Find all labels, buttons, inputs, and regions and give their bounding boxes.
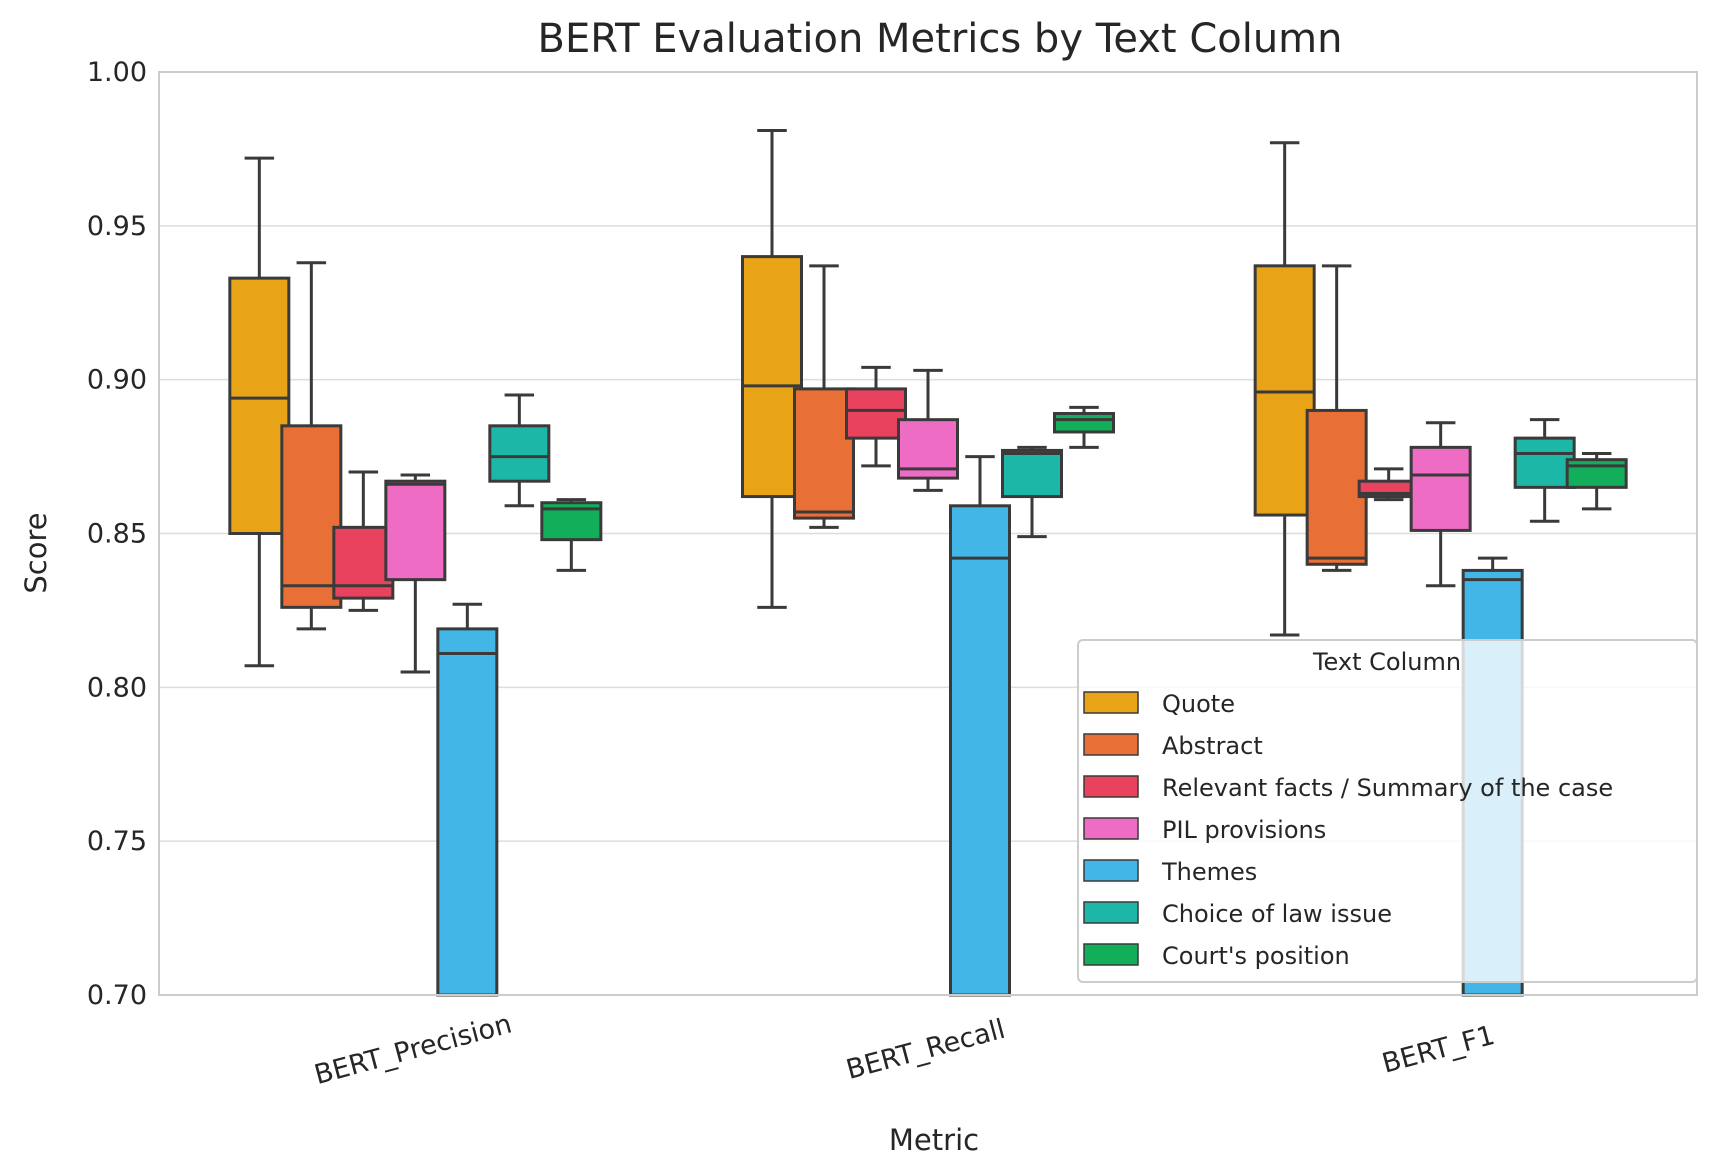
legend-item: Quote [1083,690,1235,718]
iqr-box [436,627,499,997]
box-quote [741,128,803,609]
legend-item: Themes [1083,858,1257,886]
box-court-s-position [1053,405,1115,449]
iqr-box [384,479,447,582]
box-choice-of-law-issue [1001,445,1063,539]
box-quote [228,156,291,668]
legend-swatch [1083,859,1139,882]
iqr-box [1565,458,1628,489]
iqr-box [741,255,803,499]
y-tick-label: 0.75 [87,826,147,857]
legend-item: Relevant facts / Summary of the case [1083,774,1613,802]
iqr-box [488,424,551,483]
iqr-box [1053,412,1115,434]
legend-title: Text Column [1312,648,1461,676]
box-themes [436,602,499,997]
box-court-s-position [1565,452,1628,511]
y-tick-label: 0.70 [87,980,147,1011]
iqr-box [1513,436,1576,489]
iqr-box [1001,448,1063,499]
legend-swatch [1083,817,1139,840]
y-tick-labels: 0.70 0.75 0.80 0.85 0.90 0.95 1.00 [87,57,147,1011]
legend-label: Choice of law issue [1162,900,1392,928]
legend-label: Relevant facts / Summary of the case [1162,774,1613,802]
legend-swatch [1083,943,1139,966]
iqr-box [280,424,343,609]
iqr-box [228,276,291,535]
box-relevant-facts-summary-of-the-case [332,470,395,612]
legend-label: PIL provisions [1162,816,1326,844]
box-pil-provisions [897,368,959,492]
box-abstract [280,261,343,631]
legend-label: Abstract [1162,732,1263,760]
box-themes [949,455,1011,997]
plot-frame [158,71,1698,996]
legend-label: Quote [1162,690,1235,718]
box-choice-of-law-issue [1513,418,1576,523]
y-tick-label: 0.80 [87,672,147,703]
y-axis-label: Score [19,512,53,593]
y-tick-label: 0.85 [87,519,147,550]
box-pil-provisions [1409,421,1472,588]
legend-swatch [1083,901,1139,924]
legend-frame [1077,639,1698,983]
box-quote [1253,141,1316,637]
iqr-box [845,387,907,440]
legend-swatch [1083,733,1139,756]
legend-swatch [1083,775,1139,798]
legend-items: Quote Abstract Relevant facts / Summary of… [1083,690,1613,970]
legend-item: PIL provisions [1083,816,1326,844]
legend: Text Column Quote Abstract Relevant facts … [1077,639,1698,983]
legend-label: Themes [1161,858,1257,886]
legend-item: Choice of law issue [1083,900,1392,928]
legend-swatch [1083,691,1139,714]
box-abstract [793,264,855,529]
iqr-box [949,504,1011,997]
box-choice-of-law-issue [488,393,551,508]
legend-item: Court's position [1083,942,1350,970]
iqr-box [793,387,855,520]
box-abstract [1305,264,1368,572]
chart-title: BERT Evaluation Metrics by Text Column [538,16,1343,62]
y-tick-label: 1.00 [87,57,147,88]
iqr-box [1305,408,1368,566]
iqr-box [1253,264,1316,517]
box-relevant-facts-summary-of-the-case [845,365,907,468]
box-pil-provisions [384,473,447,674]
iqr-box [332,525,395,600]
legend-label: Court's position [1162,942,1350,970]
legend-item: Abstract [1083,732,1263,760]
y-tick-label: 0.95 [87,211,147,242]
iqr-box [1409,445,1472,532]
box-court-s-position [540,498,603,572]
y-tick-label: 0.90 [87,365,147,396]
box-series [228,128,1628,997]
x-axis-label: Metric [889,1123,979,1157]
